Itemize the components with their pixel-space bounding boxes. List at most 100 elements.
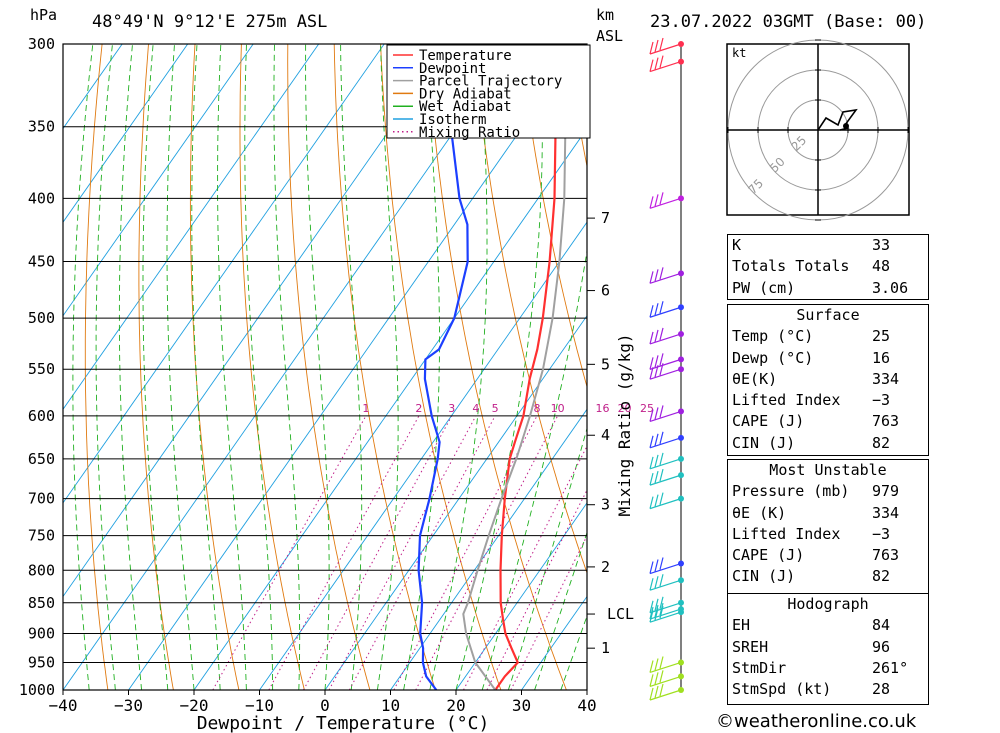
- dry-adiabat-line: [519, 44, 587, 389]
- height-tick-label: 4: [601, 426, 610, 444]
- mixing-ratio-label: 3: [448, 402, 455, 415]
- wet-adiabat-line: [142, 44, 169, 690]
- wind-barb: [649, 452, 682, 470]
- wind-barb: [649, 492, 682, 510]
- parcel-trajectory-series-line: [462, 44, 567, 690]
- height-tick-label: 5: [601, 355, 610, 373]
- hpa-label: hPa: [30, 6, 58, 24]
- dry-adiabat-line: [984, 44, 1000, 690]
- pressure-tick-label: 900: [28, 624, 55, 642]
- surface-row: Temp (°C) 25: [728, 326, 928, 347]
- index-row: PW (cm) 3.06: [728, 278, 928, 299]
- isotherm-line: [0, 7, 17, 716]
- surface-row: Lifted Index −3: [728, 390, 928, 411]
- hodograph-row: EH 84: [728, 615, 928, 636]
- pressure-tick-label: 400: [28, 189, 55, 207]
- surface-row-label: θE(K): [732, 369, 778, 388]
- isotherm-line: [389, 408, 587, 690]
- isotherm-line: [63, 44, 189, 223]
- mixing-ratio-line: [463, 445, 587, 690]
- mixing-ratio-line: [212, 415, 367, 690]
- wet-adiabat-line: [534, 531, 587, 690]
- isotherm-line: [63, 44, 320, 411]
- height-tick-label: 1: [601, 639, 610, 657]
- most-unstable-row-value: 979: [872, 482, 900, 501]
- x-tick-label: 0: [320, 696, 330, 715]
- asl-label: ASL: [596, 27, 624, 45]
- wind-barb: [649, 405, 682, 422]
- mixing-ratio-axis-label: Mixing Ratio (g/kg): [615, 333, 634, 516]
- pressure-tick-label: 600: [28, 407, 55, 425]
- index-row-label: Totals Totals: [732, 257, 850, 276]
- surface-row-value: 16: [872, 348, 891, 367]
- wet-adiabat-line: [95, 44, 116, 690]
- mixing-ratio-label: 5: [492, 402, 499, 415]
- surface-row: CIN (J) 82: [728, 433, 928, 454]
- most-unstable-row: CIN (J) 82: [728, 566, 928, 587]
- wind-barb: [649, 192, 682, 209]
- dry-adiabat-line: [380, 44, 502, 690]
- legend-label: Parcel Trajectory: [419, 74, 562, 90]
- x-tick-label: 30: [512, 696, 531, 715]
- wind-barb: [649, 670, 682, 687]
- mixing-ratio-label: 2: [415, 402, 422, 415]
- isotherm-line: [63, 44, 254, 317]
- pressure-tick-label: 750: [28, 527, 55, 545]
- mixing-ratio-label: 10: [551, 402, 565, 415]
- axes: 3003504004505005506006507007508008509009…: [19, 35, 634, 733]
- x-tick-label: −40: [49, 696, 78, 715]
- mixing-ratio-line: [415, 415, 559, 690]
- index-row-value: 33: [872, 236, 891, 254]
- wet-adiabat-line: [217, 44, 247, 690]
- mixing-ratio-line: [328, 415, 477, 690]
- isotherm-line: [63, 44, 123, 130]
- mixing-ratio-label: 1: [362, 402, 369, 415]
- dewpoint-series-line: [417, 44, 469, 690]
- wind-barb: [649, 327, 682, 345]
- wind-barb: [649, 267, 682, 284]
- most-unstable-row-label: θE (K): [732, 503, 787, 522]
- temperature-series-line: [494, 44, 559, 690]
- mixing-ratio-label: 4: [472, 402, 479, 415]
- most-unstable-row: Pressure (mb) 979: [728, 481, 928, 502]
- wind-barb: [649, 574, 682, 591]
- hodograph-stats-title: Hodograph: [787, 595, 869, 613]
- most-unstable-row-label: CIN (J): [732, 567, 796, 586]
- hodograph-row-label: SREH: [732, 637, 769, 656]
- index-row-value: 48: [872, 257, 891, 276]
- mixing-ratio-label: 20: [618, 402, 632, 415]
- pressure-tick-label: 700: [28, 490, 55, 508]
- legend-label: Wet Adiabat: [419, 99, 512, 115]
- pressure-tick-label: 800: [28, 561, 55, 579]
- isotherm-line: [193, 127, 587, 690]
- hodograph-row-label: StmDir: [732, 658, 787, 677]
- surface-row-label: CIN (J): [732, 433, 796, 452]
- wind-barb: [649, 55, 682, 73]
- wind-barb: [649, 557, 682, 575]
- x-tick-label: −30: [114, 696, 143, 715]
- wind-barb: [649, 353, 682, 370]
- pressure-tick-label: 300: [28, 35, 55, 53]
- most-unstable-row-value: −3: [872, 524, 891, 543]
- legend-label: Isotherm: [419, 112, 486, 128]
- hodograph-storm-motion: [843, 123, 849, 129]
- index-row-label: PW (cm): [732, 278, 796, 297]
- wet-adiabat-line: [340, 44, 363, 690]
- pressure-tick-label: 850: [28, 594, 55, 612]
- x-tick-label: −10: [245, 696, 274, 715]
- hodograph-row: SREH 96: [728, 637, 928, 658]
- hodograph-row-value: 261°: [872, 658, 909, 677]
- legend-label: Dewpoint: [419, 61, 486, 77]
- surface-row-value: 25: [872, 327, 891, 346]
- mixing-ratio-line: [486, 488, 587, 690]
- pressure-tick-label: 500: [28, 309, 55, 327]
- most-unstable-row-value: 763: [872, 546, 900, 565]
- surface-table: Surface Temp (°C) 25 Dewp (°C) 16 θE(K) 334 Li…: [727, 304, 929, 456]
- surface-row-value: 763: [872, 412, 900, 431]
- surface-row-value: 82: [872, 433, 891, 452]
- wet-adiabat-line: [273, 44, 301, 690]
- dry-adiabat-line: [189, 44, 240, 690]
- pressure-tick-label: 350: [28, 118, 55, 136]
- wet-adiabat-line: [455, 44, 543, 690]
